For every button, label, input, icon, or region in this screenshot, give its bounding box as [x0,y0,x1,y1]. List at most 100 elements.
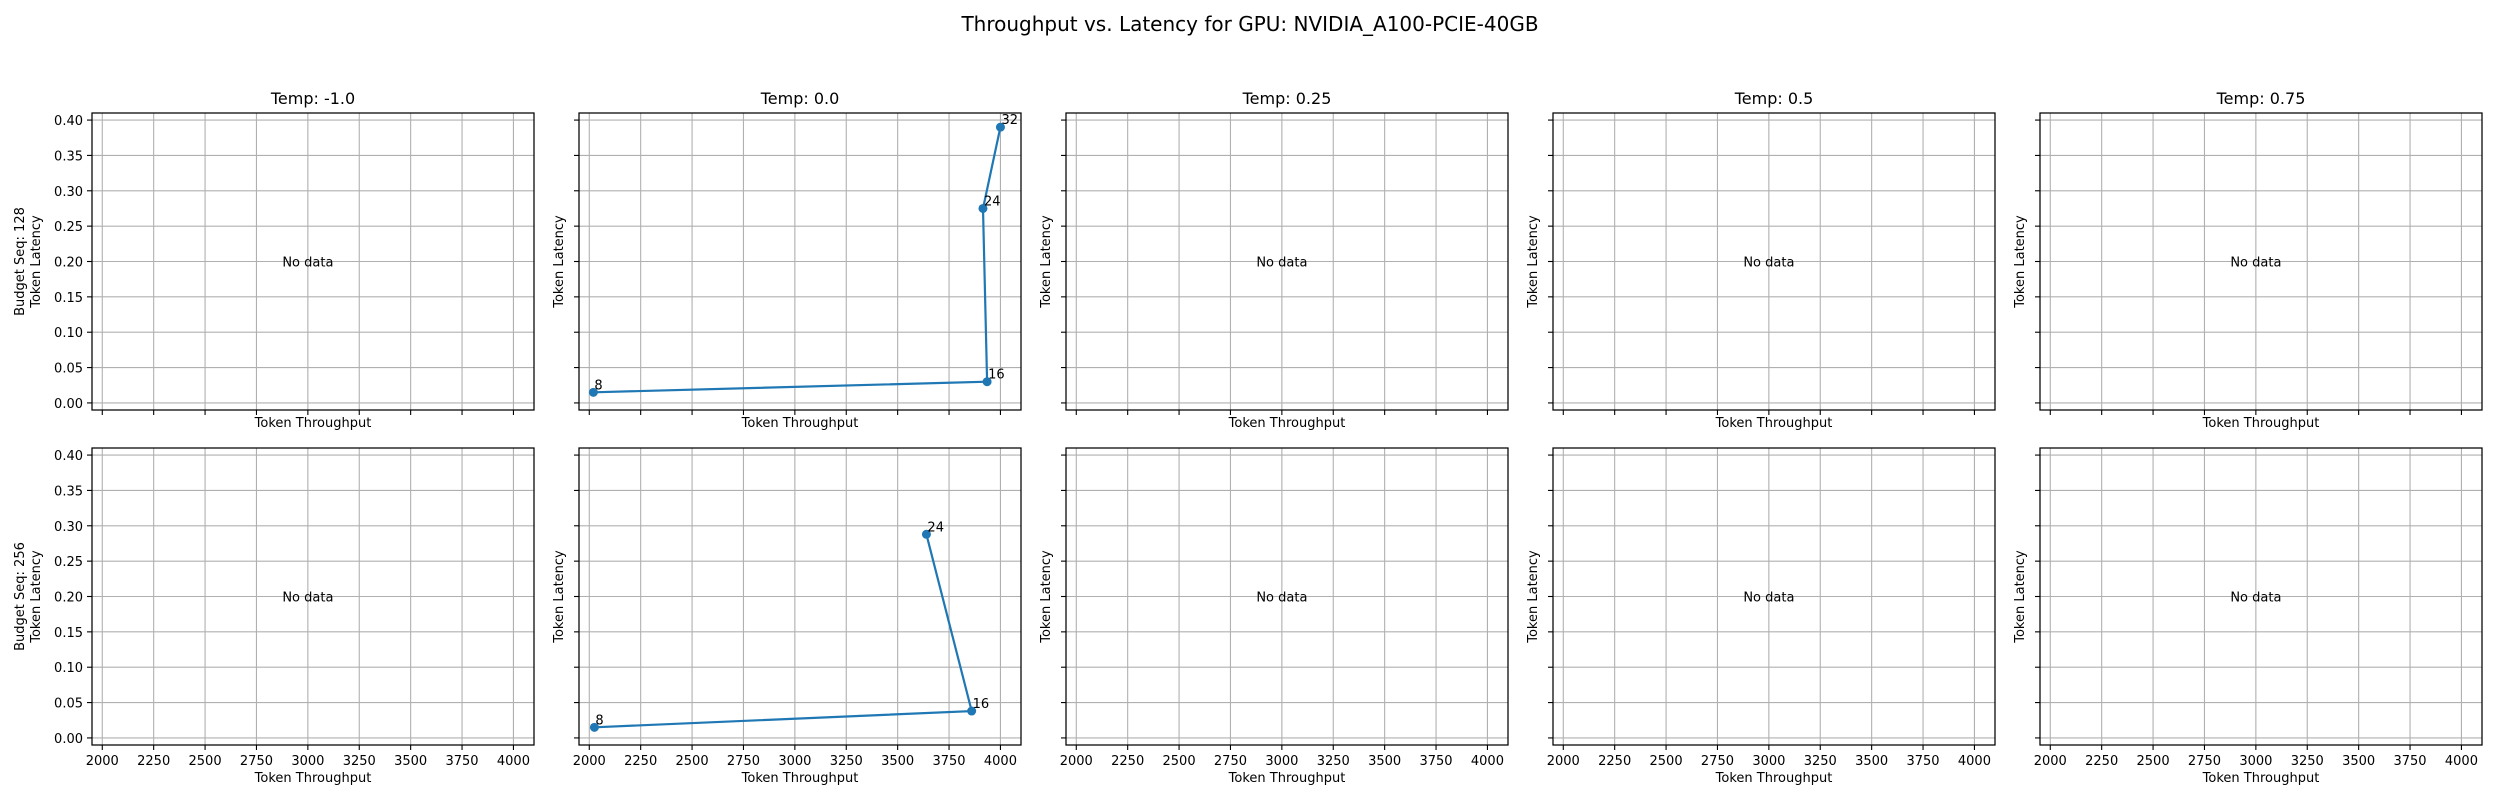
no-data-label: No data [282,256,333,271]
data-label: 24 [927,520,944,535]
panel-1-2: 2000 2250 2500 2750 3000 3250 3500 3750 4000 Toke… [1039,447,1509,786]
x-tick-label: 3000 [2239,754,2272,769]
y-tick-label: 0.05 [54,362,83,377]
y-tick-label: 0.15 [54,626,83,641]
x-tick-label: 3250 [2291,754,2324,769]
y-tick-label: 0.05 [54,697,83,712]
x-tick-label: 3750 [1419,754,1452,769]
data-point [995,122,1005,132]
panel-1-0: 2000 2250 2500 2750 3000 3250 3500 3750 4000 0.00… [13,447,535,786]
figure-title: Throughput vs. Latency for GPU: NVIDIA_A… [960,12,1538,36]
y-axis-label: Token Latency [1526,550,1541,644]
x-tick-label: 4000 [1471,754,1504,769]
x-tick-label: 2500 [676,754,709,769]
x-tick-label: 3250 [343,754,376,769]
x-tick-label: 2750 [1214,754,1247,769]
data-point [588,387,598,397]
x-tick-label: 2000 [573,754,606,769]
data-point [921,529,931,539]
x-tick-label: 2250 [2085,754,2118,769]
no-data-label: No data [282,591,333,606]
x-tick-label: 2000 [2034,754,2067,769]
y-tick-label: 0.40 [54,449,83,464]
panel-title: Temp: 0.0 [760,89,840,108]
x-tick-label: 2750 [727,754,760,769]
data-point [982,377,992,387]
x-tick-label: 3250 [1317,754,1350,769]
x-tick-label: 2750 [2188,754,2221,769]
x-tick-label: 2250 [624,754,657,769]
x-tick-label: 2000 [86,754,119,769]
panel-title: Temp: 0.25 [1242,89,1332,108]
y-axis-label: Token Latency [1039,550,1054,644]
y-tick-label: 0.40 [54,114,83,129]
y-tick-label: 0.00 [54,732,83,747]
x-tick-label: 2500 [1650,754,1683,769]
series-line [594,534,974,729]
y-axis-label: Token Latency [2013,550,2028,644]
panel-1-1: 2000 2250 2500 2750 3000 3250 3500 3750 4000 Toke… [552,447,1022,786]
no-data-label: No data [1256,256,1307,271]
y-tick-label: 0.20 [54,591,83,606]
data-point [978,203,988,213]
y-axis-label: Token Latency [2013,215,2028,309]
y-axis-label: Token Latency [552,215,567,309]
data-label: 24 [984,194,1001,209]
y-tick-label: 0.25 [54,220,83,235]
row-label: Budget Seq: 128 [13,207,28,316]
x-tick-label: 3000 [291,754,324,769]
x-tick-label: 3750 [1906,754,1939,769]
data-point [967,706,977,716]
y-axis-label: Token Latency [552,550,567,644]
panel-title: Temp: 0.5 [1734,89,1814,108]
x-tick-label: 3000 [1265,754,1298,769]
no-data-label: No data [2230,591,2281,606]
data-label: 8 [595,713,603,728]
x-tick-label: 2250 [137,754,170,769]
panel-title: Temp: 0.75 [2216,89,2306,108]
x-axis-label: Token Throughput [254,416,372,431]
y-tick-label: 0.10 [54,326,83,341]
panel-1-4: 2000 2250 2500 2750 3000 3250 3500 3750 4000 Toke… [2013,447,2483,786]
y-tick-label: 0.30 [54,520,83,535]
x-tick-label: 3750 [445,754,478,769]
series-line [593,126,1002,394]
x-tick-label: 4000 [497,754,530,769]
panel-0-0: 0.00 0.05 0.10 0.15 0.20 0.25 0.30 0.35 0.40 Temp… [13,89,535,431]
panel-0-1: Temp: 0.0 Token Throughput Token Latency 8 1… [552,89,1022,431]
y-axis-label: Token Latency [1039,215,1054,309]
y-tick-label: 0.15 [54,291,83,306]
x-axis-label: Token Throughput [254,771,372,786]
y-tick-label: 0.20 [54,256,83,271]
no-data-label: No data [2230,256,2281,271]
x-axis-label: Token Throughput [1228,771,1346,786]
data-label: 32 [1001,113,1018,128]
no-data-label: No data [1256,591,1307,606]
x-tick-label: 3250 [830,754,863,769]
x-tick-label: 3500 [1855,754,1888,769]
y-tick-label: 0.30 [54,185,83,200]
x-tick-label: 3500 [2342,754,2375,769]
x-axis-label: Token Throughput [2202,771,2320,786]
x-tick-label: 2750 [1701,754,1734,769]
x-tick-label: 2500 [2137,754,2170,769]
row-label: Budget Seq: 256 [13,542,28,651]
x-tick-label: 3500 [1368,754,1401,769]
data-label: 16 [973,697,990,712]
y-tick-label: 0.00 [54,397,83,412]
data-label: 8 [594,378,602,393]
y-tick-label: 0.35 [54,149,83,164]
data-point [589,722,599,732]
y-tick-label: 0.10 [54,661,83,676]
x-axis-label: Token Throughput [741,771,859,786]
panel-1-3: 2000 2250 2500 2750 3000 3250 3500 3750 4000 Toke… [1526,447,1996,786]
panel-0-2: Temp: 0.25 Token Throughput Token Latency N… [1039,89,1509,431]
x-tick-label: 3500 [881,754,914,769]
x-tick-label: 2250 [1111,754,1144,769]
x-tick-label: 4000 [1958,754,1991,769]
x-axis-label: Token Throughput [741,416,859,431]
x-tick-label: 3250 [1804,754,1837,769]
x-tick-label: 2000 [1547,754,1580,769]
x-tick-label: 3500 [394,754,427,769]
